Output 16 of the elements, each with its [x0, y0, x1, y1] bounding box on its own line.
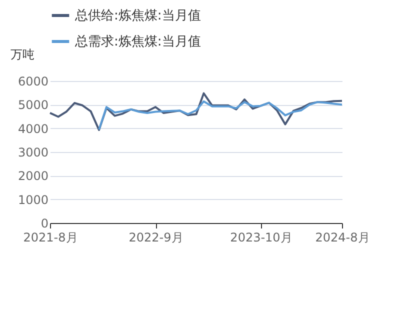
legend-label: 总需求:炼焦煤:当月值 [74, 34, 201, 50]
y-tick-label: 0 [40, 216, 48, 230]
y-tick-label: 4000 [18, 122, 48, 136]
line-series [98, 100, 343, 131]
y-tick-label: 6000 [18, 74, 48, 88]
x-tick-label: 2024-8月 [315, 230, 370, 244]
y-axis-title: 万吨 [10, 48, 34, 62]
legend-label: 总供给:炼焦煤:当月值 [74, 8, 201, 24]
x-tick-label: 2022-9月 [128, 230, 184, 244]
y-tick-label: 2000 [18, 169, 48, 184]
y-tick-label: 3000 [18, 146, 48, 160]
line-series [49, 92, 343, 131]
y-tick-label: 1000 [18, 192, 48, 207]
y-tick-label: 5000 [18, 98, 48, 112]
x-tick-label: 2021-8月 [23, 230, 78, 244]
x-tick-label: 2023-10月 [230, 230, 292, 244]
